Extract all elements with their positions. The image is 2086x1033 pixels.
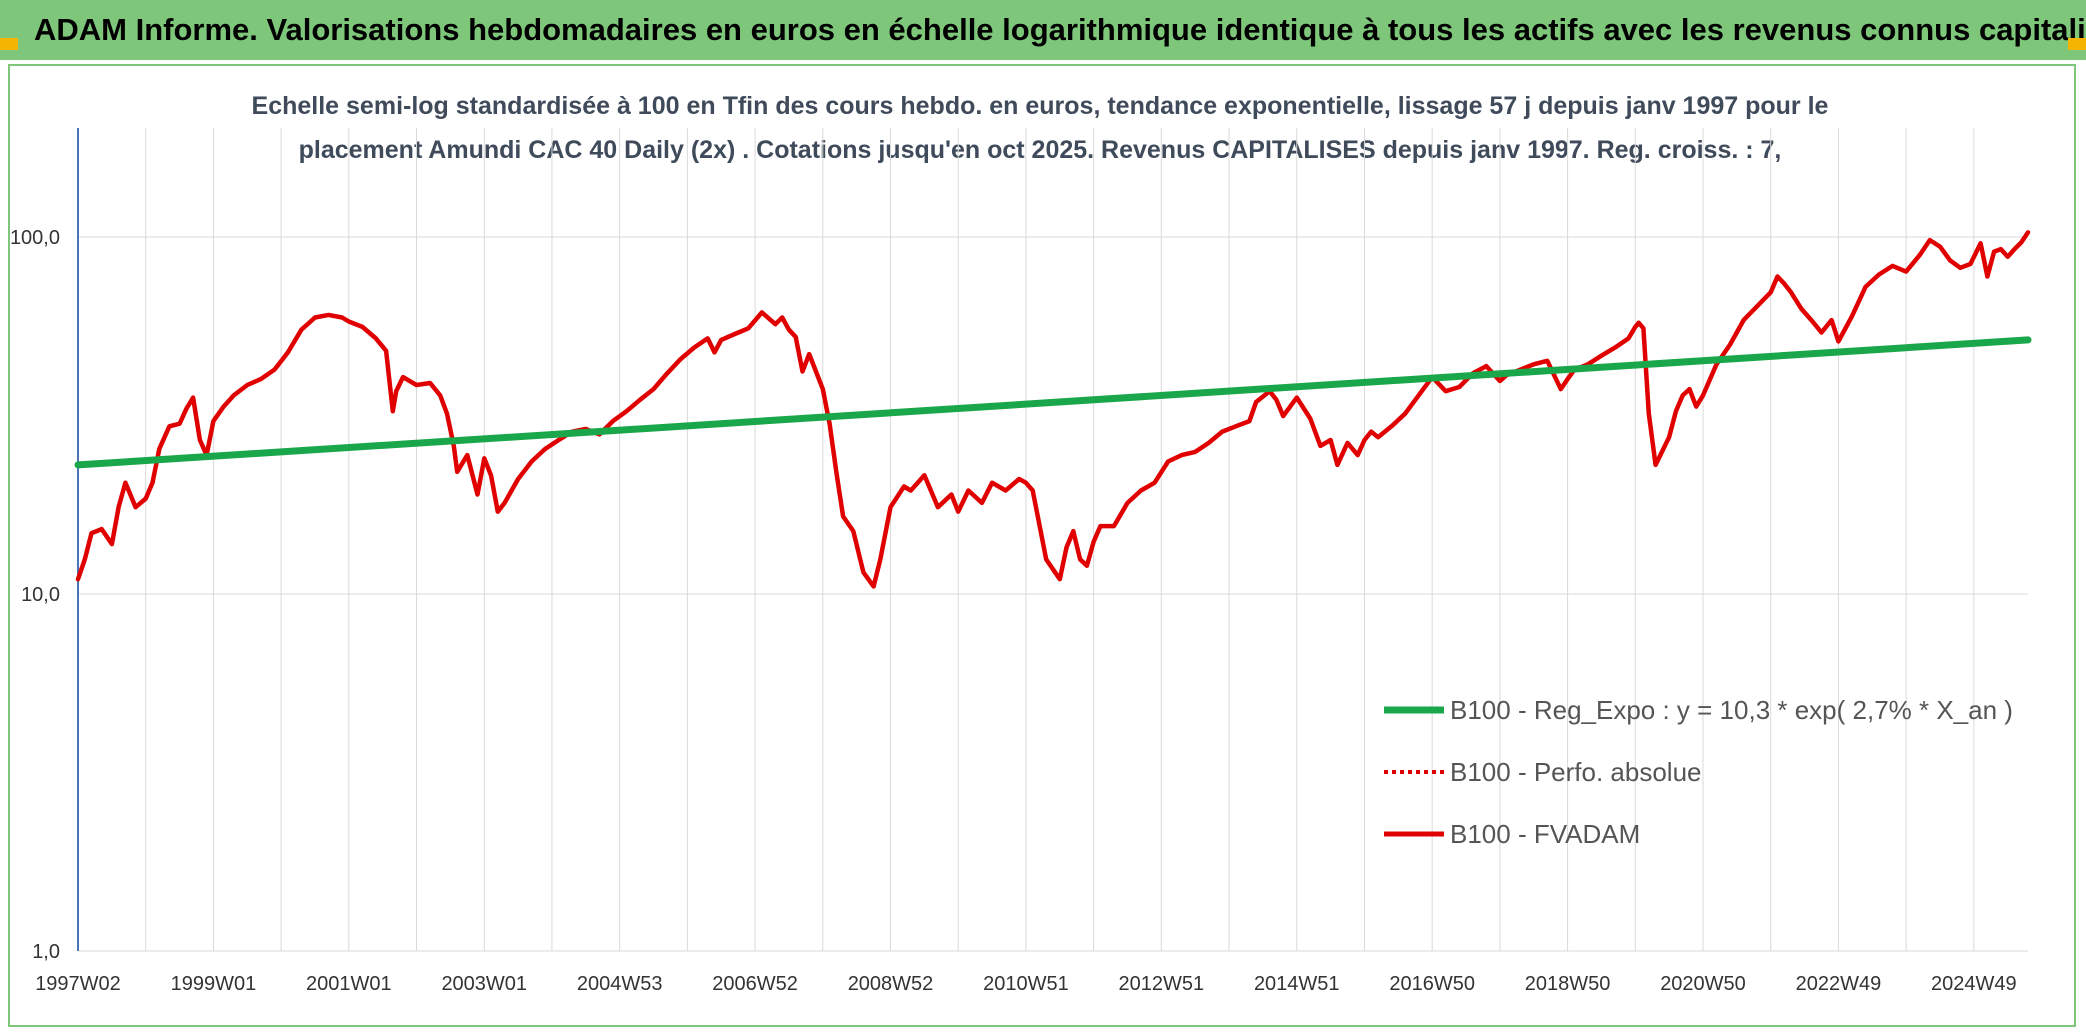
x-tick-label: 2003W01 [441,973,527,995]
y-tick-labels: 1,0 10,0 100,0 [10,227,60,963]
x-tick-label: 2018W50 [1525,973,1611,995]
legend-entry-reg-expo-label: B100 - Reg_Expo : y = 10,3 * exp( 2,7% *… [1450,695,2013,725]
series-layer [74,230,2032,589]
corner-marker-right [2068,38,2086,50]
chart-subtitle-line-1: Echelle semi-log standardisée à 100 en T… [252,92,1829,120]
series-trend-line [74,336,2032,469]
x-tick-labels: 1997W02 1999W01 2001W01 2003W01 2004W53 2006W… [35,973,2016,995]
legend: B100 - Reg_Expo : y = 10,3 * exp( 2,7% *… [1384,695,2013,849]
x-tick-label: 2001W01 [306,973,392,995]
y-tick-label: 1,0 [32,941,60,963]
x-tick-label: 2006W52 [712,973,798,995]
series-fvadam-line [75,230,2031,589]
x-tick-label: 1997W02 [35,973,121,995]
legend-entry-perfo-absolue-label: B100 - Perfo. absolue [1450,757,1702,787]
report-banner: ADAM Informe. Valorisations hebdomadaire… [0,0,2086,60]
y-tick-label: 10,0 [21,584,60,606]
x-tick-label: 2024W49 [1931,973,2017,995]
chart-subtitle-line-2: placement Amundi CAC 40 Daily (2x) . Cot… [299,136,1782,164]
x-tick-label: 2010W51 [983,973,1069,995]
x-tick-label: 2022W49 [1796,973,1882,995]
x-tick-label: 1999W01 [171,973,257,995]
report-title: ADAM Informe. Valorisations hebdomadaire… [34,12,2086,47]
corner-marker-left [0,38,18,50]
horizontal-gridlines [78,236,2028,952]
legend-entry-fvadam-label: B100 - FVADAM [1450,819,1640,849]
x-tick-label: 2016W50 [1389,973,1475,995]
x-tick-label: 2020W50 [1660,973,1746,995]
y-tick-label: 100,0 [10,227,60,249]
vertical-gridlines [77,128,1975,951]
x-tick-label: 2004W53 [577,973,663,995]
x-tick-label: 2014W51 [1254,973,1340,995]
x-tick-label: 2012W51 [1119,973,1205,995]
x-tick-label: 2008W52 [848,973,934,995]
